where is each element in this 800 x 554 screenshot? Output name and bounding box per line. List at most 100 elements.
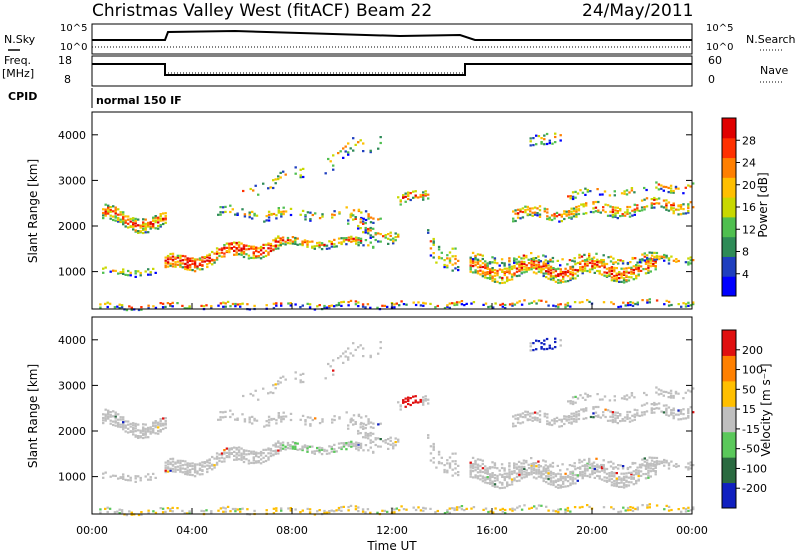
velocity-cell [412,401,415,404]
nave-label: Nave [760,64,788,77]
power-cell [613,194,616,197]
power-cell [628,205,632,209]
velocity-cell [622,477,626,480]
velocity-cell [379,438,382,441]
velocity-cell [530,473,533,476]
power-cell [471,251,475,254]
velocity-cell [626,416,629,419]
power-cell [638,209,641,212]
velocity-cell [687,509,690,512]
power-cell [247,248,251,251]
velocity-cell [255,455,258,458]
power-cell [436,304,439,308]
velocity-cell [316,510,319,513]
velocity-cell [679,409,683,412]
velocity-cell [493,462,497,465]
power-cell [328,240,331,243]
velocity-cell [206,468,209,471]
power-cell [119,220,122,224]
power-cell [294,240,297,243]
velocity-cell [573,465,576,468]
velocity-cell [484,468,487,471]
velocity-cell [689,467,692,470]
power-cell [354,303,358,306]
power-cell [555,215,559,218]
velocity-cell [166,466,170,469]
power-cell [360,216,363,220]
power-cell [566,304,570,307]
velocity-cell [422,401,425,404]
power-cell [184,265,187,268]
x-tick-label: 04:00 [176,524,208,537]
power-cell [610,276,614,279]
velocity-cell [564,508,567,511]
power-cell [645,197,649,200]
power-cell [144,231,147,234]
velocity-cell [603,479,606,482]
velocity-cell [573,506,577,509]
power-cell [554,270,558,273]
velocity-cell [637,471,640,474]
power-cell [407,191,410,194]
power-cell [432,241,435,244]
power-cell [255,250,258,253]
power-cell [523,260,526,264]
velocity-cell [446,510,449,513]
power-cell [616,210,619,213]
velocity-cell [308,445,312,448]
velocity-cell [474,469,477,472]
velocity-cell [559,486,562,489]
power-cell [611,206,615,209]
velocity-cell [588,475,592,479]
power-cell [523,271,526,274]
power-cell [530,263,533,266]
power-cell [522,257,526,260]
velocity-cell [210,511,213,514]
velocity-cell [417,401,420,404]
power-cell [549,267,553,270]
power-cell [598,261,601,264]
velocity-cell [206,459,209,462]
power-cell [644,272,648,275]
power-cell [529,144,532,147]
velocity-cell [657,407,661,410]
power-cell [578,256,581,259]
power-cell [552,278,555,282]
power-cell [279,238,282,242]
power-cell [287,302,290,305]
velocity-cell [367,449,370,452]
power-cell [621,262,625,265]
velocity-cell [518,505,521,508]
velocity-cell [561,463,564,466]
power-cell [164,212,167,215]
power-cell [647,261,650,264]
power-cell [176,263,180,266]
velocity-cell [577,417,581,421]
power-cell [99,306,102,309]
velocity-cell [660,410,663,413]
velocity-cell [623,397,626,400]
power-cell [147,231,150,234]
velocity-cell [355,445,358,448]
power-cell [679,205,683,208]
power-cell [275,302,278,305]
power-cell [362,222,365,225]
velocity-cell [481,459,484,462]
power-cell [637,264,640,267]
power-cell [417,301,420,304]
velocity-cell [342,505,345,508]
power-cell [486,264,489,267]
power-cell [241,302,244,305]
power-cell [220,255,224,258]
velocity-cell [620,472,623,475]
velocity-cell [631,414,634,417]
power-cell [443,266,446,269]
power-cell [122,213,125,216]
velocity-cell [493,474,497,477]
velocity-cell [491,484,494,487]
power-cell [533,213,537,216]
power-cell [349,147,352,150]
power-cell [641,253,644,256]
velocity-cell [130,513,133,516]
power-cell [154,215,157,218]
